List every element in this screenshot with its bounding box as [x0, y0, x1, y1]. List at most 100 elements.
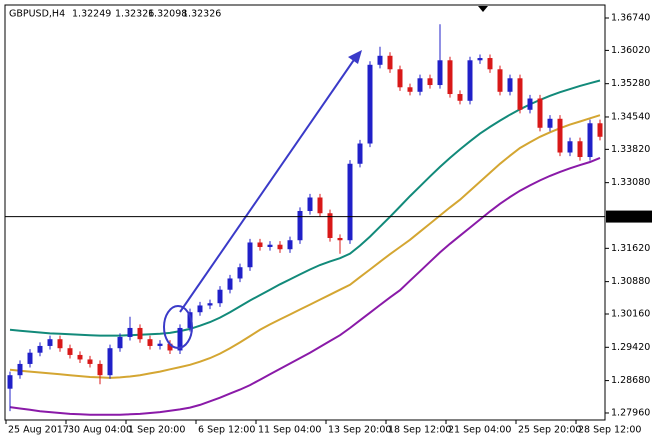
- x-tick-label: 28 Sep 12:00: [578, 425, 641, 436]
- candle-body: [427, 78, 433, 86]
- candle-body: [557, 118, 563, 153]
- y-tick-label: 1.27960: [611, 407, 650, 418]
- candle-body: [267, 244, 273, 247]
- y-tick-label: 1.33820: [611, 144, 650, 155]
- candle-body: [517, 78, 523, 110]
- candle-body: [97, 363, 103, 376]
- header-close: 1.32326: [182, 9, 221, 20]
- candle-body: [277, 244, 283, 250]
- candle-body: [67, 348, 73, 355]
- header: GBPUSD,H4 1.32249 1.32326 1.32098 1.3232…: [9, 9, 221, 20]
- candle-body: [157, 343, 163, 346]
- candle-body: [317, 197, 323, 214]
- candle-body: [7, 375, 13, 389]
- header-open: 1.32249: [72, 9, 111, 20]
- header-low: 1.32098: [148, 9, 187, 20]
- annotation-arrow: [179, 53, 359, 313]
- candle-body: [17, 363, 23, 376]
- candle-body: [87, 359, 93, 364]
- candle-body: [477, 58, 483, 61]
- x-tick-label: 6 Sep 12:00: [198, 425, 255, 436]
- candle-body: [577, 141, 583, 158]
- candle-body: [417, 78, 423, 92]
- candle-body: [207, 303, 213, 306]
- current-price-label: 1.32326: [610, 211, 649, 222]
- y-tick-label: 1.35280: [611, 78, 650, 89]
- candle-body: [197, 305, 203, 313]
- x-tick-label: 11 Sep 04:00: [258, 425, 321, 436]
- candle-body: [437, 60, 443, 86]
- x-tick-label: 30 Aug 04:00: [68, 425, 132, 436]
- candle-body: [597, 123, 603, 137]
- candle-body: [357, 143, 363, 164]
- y-tick-label: 1.36740: [611, 13, 650, 24]
- candle-body: [237, 267, 243, 279]
- x-tick-label: 13 Sep 20:00: [328, 425, 391, 436]
- symbol-title: GBPUSD,H4: [9, 9, 65, 20]
- candle-body: [527, 98, 533, 110]
- arrow-head: [348, 50, 362, 64]
- current-price-box: [606, 210, 652, 223]
- shift-marker: [478, 6, 488, 12]
- candle-body: [367, 64, 373, 144]
- y-tick-label: 1.29420: [611, 342, 650, 353]
- header-high: 1.32326: [115, 9, 154, 20]
- candle-body: [507, 78, 513, 92]
- candle-body: [107, 348, 113, 376]
- candle-body: [397, 69, 403, 88]
- x-tick-label: 18 Sep 12:00: [388, 425, 451, 436]
- y-tick-label: 1.34540: [611, 111, 650, 122]
- candle-body: [37, 345, 43, 353]
- candle-body: [467, 60, 473, 101]
- moving-average-line: [9, 79, 601, 337]
- x-tick-label: 21 Sep 04:00: [448, 425, 511, 436]
- candle-body: [497, 69, 503, 92]
- candle-body: [127, 327, 133, 337]
- candle-body: [117, 336, 123, 349]
- candle-body: [217, 289, 223, 304]
- candle-body: [297, 210, 303, 241]
- moving-average-line: [9, 114, 601, 379]
- y-tick-label: 1.36020: [611, 45, 650, 56]
- y-tick-label: 1.28680: [611, 375, 650, 386]
- moving-average-line: [9, 156, 601, 416]
- candle-body: [347, 163, 353, 241]
- annotation-ellipse: [163, 305, 193, 349]
- candle-body: [307, 197, 313, 211]
- candle-body: [47, 339, 53, 346]
- candle-body: [327, 213, 333, 238]
- y-tick-label: 1.31620: [611, 243, 650, 254]
- candle-body: [257, 242, 263, 247]
- candle-body: [567, 141, 573, 153]
- candle-body: [137, 327, 143, 340]
- y-tick-label: 1.33080: [611, 177, 650, 188]
- candle-body: [27, 352, 33, 364]
- x-tick-label: 25 Aug 2017: [8, 425, 69, 436]
- plot-frame: [4, 4, 606, 421]
- candle-body: [187, 312, 193, 328]
- candle-body: [337, 237, 343, 241]
- y-tick-label: 1.30880: [611, 276, 650, 287]
- candle-body: [587, 123, 593, 158]
- candle-body: [167, 343, 173, 351]
- y-tick-label: 1.30160: [611, 309, 650, 320]
- candle-body: [177, 327, 183, 351]
- plot-area: [7, 24, 603, 416]
- candle-body: [377, 55, 383, 65]
- candle-body: [457, 94, 463, 101]
- x-tick-label: 1 Sep 20:00: [128, 425, 185, 436]
- candle-body: [447, 60, 453, 95]
- x-tick-label: 25 Sep 20:00: [518, 425, 581, 436]
- candle-body: [147, 339, 153, 346]
- candle-body: [77, 354, 83, 360]
- candle-body: [287, 240, 293, 250]
- candle-body: [547, 118, 553, 128]
- candle-body: [387, 55, 393, 70]
- candle-body: [487, 58, 493, 70]
- candle-body: [247, 242, 253, 268]
- candle-body: [537, 98, 543, 128]
- candle-body: [57, 339, 63, 349]
- candle-body: [227, 278, 233, 290]
